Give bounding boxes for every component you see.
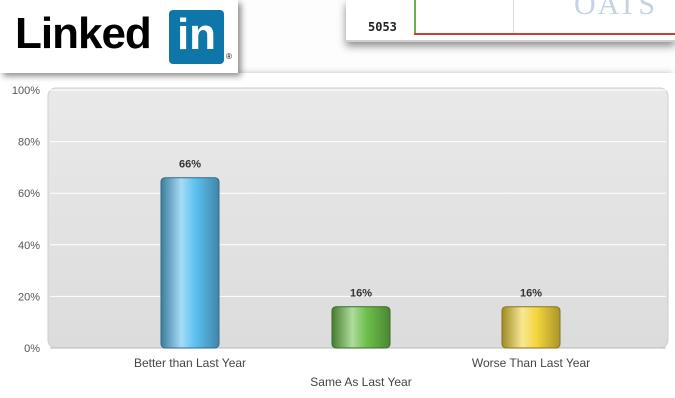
y-tick-label: 20% <box>18 291 40 303</box>
bar-chart: 0% 20% 40% 60% 80% 100% 66% Better than Last Ye… <box>12 85 669 389</box>
linkedin-logo: Linked in ® <box>0 0 238 73</box>
logo-in-box: in <box>169 10 224 64</box>
y-tick-label: 100% <box>12 85 40 97</box>
logo-wordmark: Linked <box>15 9 152 58</box>
x-category-label: Worse Than Last Year <box>472 356 590 370</box>
bar-data-label: 16% <box>350 288 372 300</box>
bar-data-label: 66% <box>179 159 201 171</box>
y-tick-label: 0% <box>24 343 40 355</box>
card-axis-line <box>414 0 416 35</box>
card-divider <box>513 0 514 33</box>
bar <box>331 306 391 349</box>
y-tick-label: 60% <box>18 188 40 200</box>
x-category-label: Same As Last Year <box>310 375 411 389</box>
bar <box>501 306 561 349</box>
logo-registered-mark: ® <box>226 52 232 61</box>
y-tick-label: 40% <box>18 240 40 252</box>
x-category-label: Better than Last Year <box>134 356 246 370</box>
y-tick-label: 80% <box>18 137 40 149</box>
bar-data-label: 16% <box>520 288 542 300</box>
card-watermark-text: OATS <box>574 0 658 21</box>
card-baseline <box>414 33 675 35</box>
bar <box>160 177 220 349</box>
background-report-card: 5053 OATS <box>346 0 675 42</box>
card-number: 5053 <box>368 20 397 34</box>
chart-panel: 0% 20% 40% 60% 80% 100% 66% Better than Last Ye… <box>0 73 675 398</box>
